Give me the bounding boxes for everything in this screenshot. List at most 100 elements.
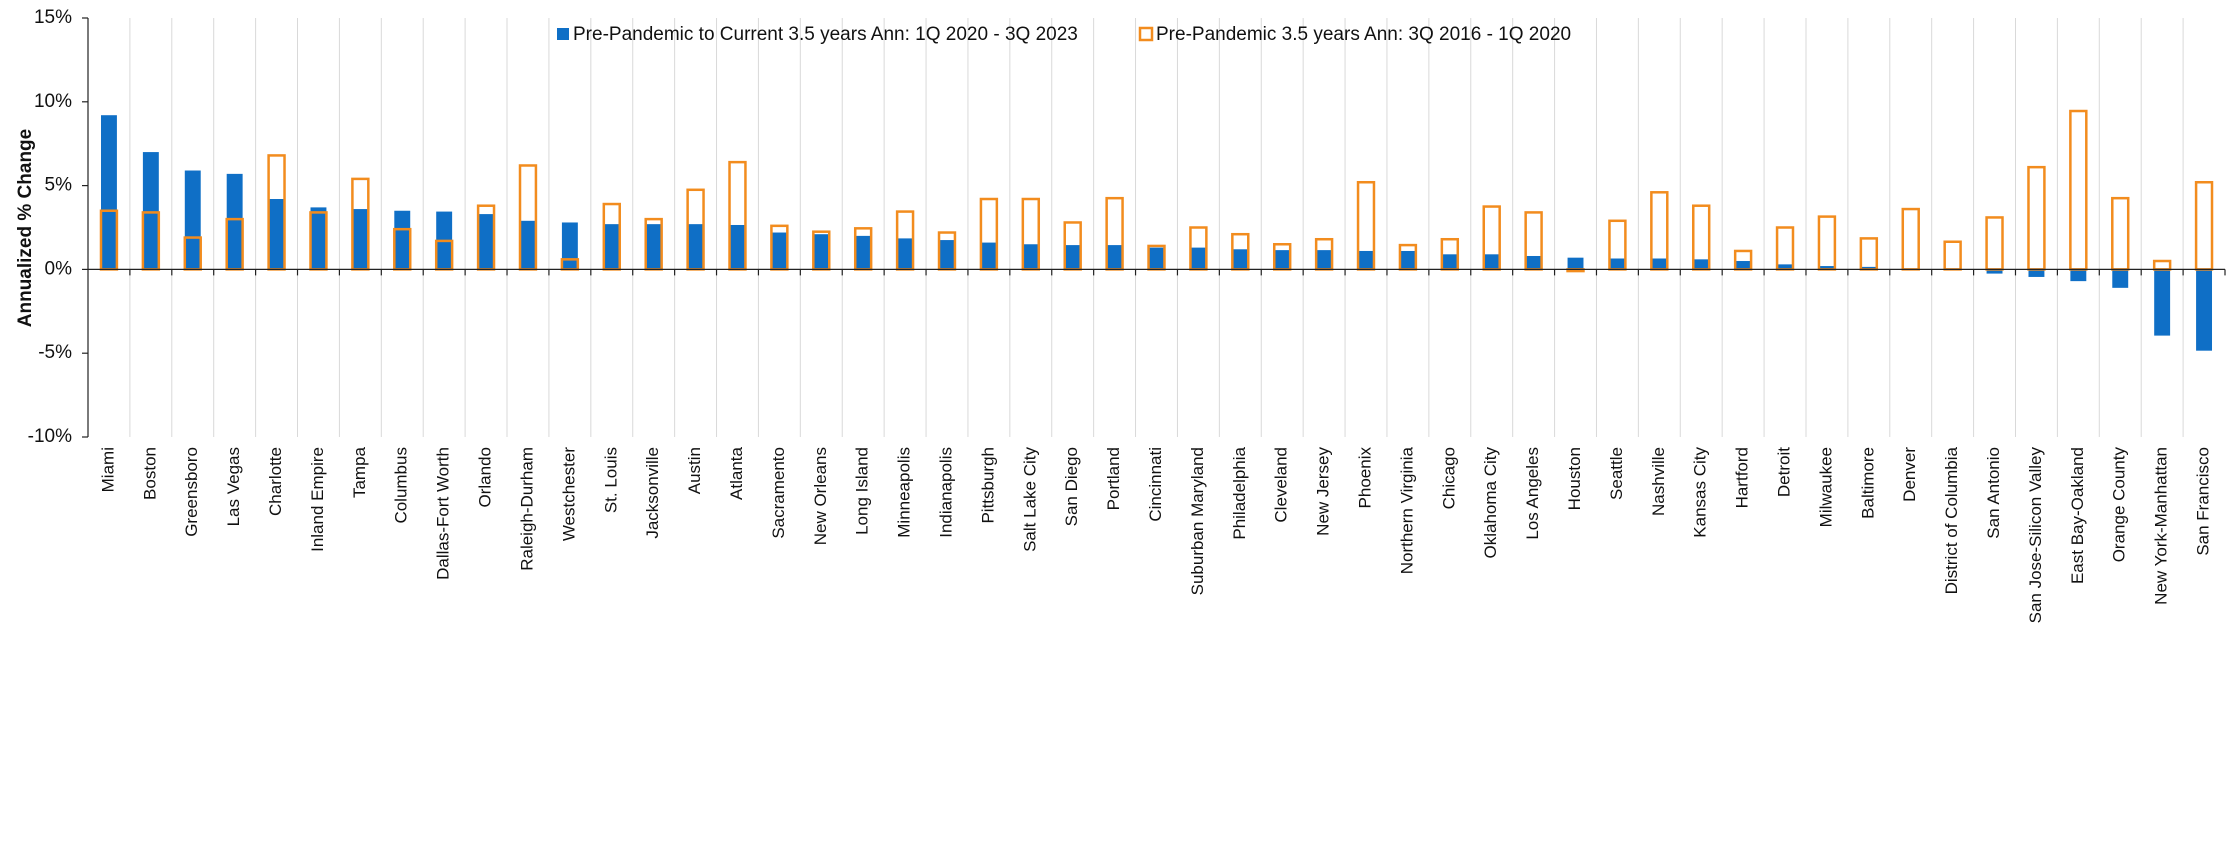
bar [1483,254,1500,270]
bar [855,235,872,270]
bar [813,234,830,270]
bar [1106,245,1123,270]
bar [268,199,285,270]
y-tick-label: 0% [45,258,73,279]
x-tick-label: Pittsburgh [978,447,997,524]
x-tick-label: Orlando [476,447,495,507]
x-tick-label: Milwaukee [1816,447,1835,527]
bar [603,224,620,270]
bar [1901,207,1920,271]
bar [939,240,955,270]
y-tick-label: -5% [38,342,72,363]
bar [980,242,997,270]
bar [729,224,746,270]
bar [1693,259,1710,270]
x-tick-label: Baltimore [1858,447,1877,519]
y-tick-label: 10% [34,91,72,112]
bar [1399,250,1416,270]
x-tick-label: Columbus [392,447,411,524]
bar [1441,254,1458,270]
x-tick-label: Miami [98,447,117,492]
x-tick-label: Los Angeles [1523,447,1542,540]
legend-swatch [557,28,569,40]
y-tick-label: 5% [45,175,73,196]
bar [897,238,914,270]
bar [2112,269,2129,288]
y-axis-label: Annualized % Change [15,129,36,327]
bar [1860,266,1877,270]
x-tick-label: Westchester [559,447,578,542]
bar [2196,269,2213,351]
x-tick-label: Hartford [1733,447,1752,508]
bar [1567,257,1584,270]
x-tick-label: Nashville [1649,447,1668,516]
bar [1985,216,2004,271]
bar [561,222,578,270]
bar [352,209,369,270]
x-tick-label: Seattle [1607,447,1626,500]
bar [2154,269,2171,336]
bar [1190,247,1207,270]
bar [1609,258,1626,270]
bar [1777,264,1793,270]
x-tick-label: Atlanta [727,446,746,499]
bar [645,224,662,270]
x-tick-label: Denver [1900,447,1919,502]
bar [1651,258,1668,270]
bar [1986,269,2003,274]
x-tick-label: Phoenix [1355,447,1374,509]
bar [2027,165,2046,271]
bar [1022,244,1039,270]
bar [1358,250,1374,270]
x-tick-label: Minneapolis [895,447,914,538]
bar [2028,269,2045,277]
bar [1943,240,1962,271]
bar [687,224,704,270]
bar [1274,250,1291,270]
x-tick-label: Sacramento [769,447,788,539]
bar [1316,250,1333,270]
x-tick-label: District of Columbia [1942,446,1961,594]
x-tick-label: San Antonio [1984,447,2003,539]
x-tick-label: Long Island [853,447,872,535]
bar [310,207,327,270]
bar [1148,247,1165,270]
x-tick-label: Suburban Maryland [1188,447,1207,595]
x-tick-label: Jacksonville [643,447,662,539]
bar [1064,245,1081,270]
x-tick-label: San Diego [1062,447,1081,526]
x-tick-label: Chicago [1439,447,1458,509]
bar [394,210,411,270]
bar [1525,255,1542,270]
y-tick-label: 15% [34,7,72,28]
y-tick-label: -10% [28,426,72,447]
bar [1650,191,1669,271]
bar [1735,261,1752,270]
x-tick-label: Cleveland [1272,447,1291,523]
x-tick-label: Charlotte [266,447,285,516]
bar [2194,180,2214,271]
bar [1818,266,1835,270]
bar [1232,249,1249,270]
bar [1859,237,1879,271]
bar [478,214,495,270]
x-tick-label: San Francisco [2194,447,2213,556]
x-tick-label: Philadelphia [1230,446,1249,539]
x-tick-label: Inland Empire [308,447,327,552]
bar [771,232,788,270]
bar [1775,226,1795,271]
legend-label: Pre-Pandemic to Current 3.5 years Ann: 1… [573,24,1078,45]
x-tick-label: Dallas-Fort Worth [434,447,453,580]
x-tick-label: Oklahoma City [1481,447,1500,559]
x-tick-label: Salt Lake City [1020,447,1039,552]
bar [520,220,536,270]
bar [100,115,117,270]
x-tick-label: Tampa [350,446,369,498]
x-tick-label: Boston [140,447,159,500]
x-tick-label: Orange County [2110,447,2129,563]
bar [2152,259,2172,271]
x-tick-label: New Orleans [811,447,830,545]
x-tick-label: Houston [1565,447,1584,510]
bar [142,152,159,270]
